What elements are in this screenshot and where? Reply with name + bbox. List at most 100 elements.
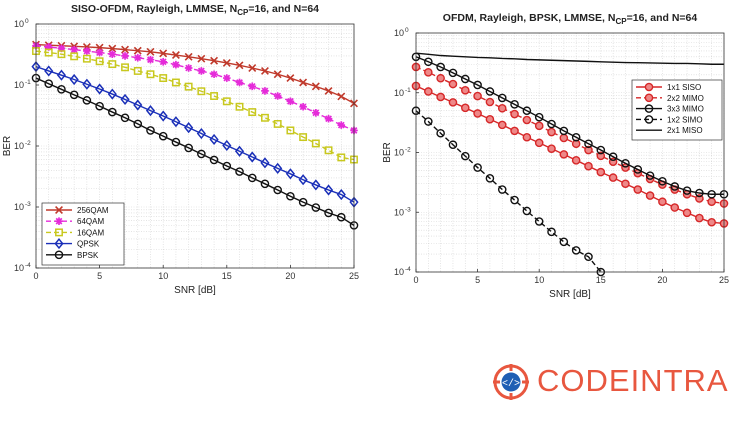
- data-point: [146, 70, 155, 79]
- data-point: [596, 145, 606, 155]
- data-point: [312, 109, 320, 117]
- series-line: [415, 56, 724, 195]
- data-point: [510, 100, 519, 109]
- y-tick-label: 10: [394, 207, 404, 217]
- data-point: [184, 64, 193, 72]
- data-point: [670, 203, 680, 212]
- data-point: [261, 113, 269, 122]
- data-point: [184, 82, 193, 91]
- series-line: [415, 110, 602, 273]
- data-point: [497, 120, 507, 130]
- code-target-icon: </>: [493, 364, 529, 400]
- data-point: [424, 67, 433, 77]
- data-point: [82, 96, 92, 105]
- data-point: [235, 78, 244, 87]
- data-point: [273, 92, 282, 100]
- data-point: [510, 109, 519, 119]
- data-point: [172, 60, 180, 69]
- data-point: [670, 182, 680, 191]
- data-point: [235, 102, 244, 111]
- legend-label: 1x2 SIMO: [667, 115, 703, 124]
- legend-label: 256QAM: [77, 206, 109, 215]
- data-point: [522, 206, 532, 216]
- data-point: [133, 66, 142, 75]
- data-point: [436, 128, 445, 138]
- data-point: [584, 145, 593, 155]
- data-point: [210, 70, 218, 79]
- y-axis-label: BER: [382, 142, 393, 163]
- data-point: [448, 98, 458, 107]
- data-point: [209, 133, 219, 146]
- data-point: [460, 151, 470, 161]
- y-tick-exponent: -2: [405, 147, 411, 154]
- data-point: [196, 127, 206, 140]
- data-point: [184, 143, 193, 153]
- data-point: [158, 110, 168, 122]
- x-tick-label: 20: [657, 275, 667, 285]
- x-tick-label: 10: [534, 275, 544, 285]
- data-point: [222, 139, 232, 152]
- y-tick-label: 10: [14, 141, 24, 151]
- data-point: [547, 227, 556, 237]
- data-point: [485, 97, 495, 107]
- data-point: [133, 99, 143, 111]
- data-point: [658, 197, 667, 207]
- data-point: [485, 173, 495, 183]
- data-point: [559, 150, 569, 159]
- series-line: [35, 77, 355, 226]
- data-point: [95, 101, 104, 111]
- data-point: [108, 107, 117, 117]
- data-point: [146, 126, 155, 135]
- data-point: [286, 97, 295, 106]
- data-point: [584, 252, 593, 262]
- y-tick-label: 10: [394, 88, 404, 98]
- data-point: [273, 162, 283, 174]
- data-point: [534, 138, 544, 148]
- legend-label: 2x1 MISO: [667, 126, 703, 135]
- data-point: [522, 106, 532, 116]
- x-tick-label: 0: [413, 275, 418, 285]
- data-point: [324, 114, 333, 123]
- data-point: [171, 78, 180, 87]
- data-point: [55, 206, 63, 214]
- data-point: [286, 126, 295, 135]
- data-point: [436, 73, 445, 83]
- data-point: [707, 217, 716, 227]
- data-point: [146, 55, 155, 64]
- data-point: [260, 179, 270, 189]
- x-tick-label: 0: [33, 271, 38, 281]
- plot-area: [416, 33, 724, 272]
- data-point: [299, 102, 307, 111]
- data-point: [159, 49, 168, 58]
- data-point: [534, 112, 544, 122]
- x-tick-label: 15: [596, 275, 606, 285]
- codeintra-logo: </> CODEINTRA: [493, 362, 733, 402]
- data-point: [497, 93, 507, 103]
- legend-label: QPSK: [77, 240, 100, 249]
- data-point: [273, 70, 282, 79]
- data-point: [55, 217, 63, 225]
- data-point: [121, 45, 130, 54]
- data-point: [473, 163, 482, 172]
- data-point: [460, 74, 470, 84]
- data-point: [497, 185, 507, 194]
- data-point: [171, 137, 181, 147]
- y-tick-exponent: 0: [25, 18, 29, 25]
- data-point: [133, 46, 142, 55]
- data-point: [645, 171, 655, 180]
- y-tick-exponent: 0: [405, 27, 409, 34]
- data-point: [69, 90, 79, 100]
- data-point: [510, 126, 519, 136]
- data-point: [261, 87, 269, 95]
- data-point: [608, 173, 618, 182]
- data-point: [644, 115, 654, 124]
- data-point: [121, 52, 129, 60]
- data-point: [44, 43, 53, 51]
- legend-label: 3x3 MIMO: [667, 105, 704, 114]
- data-point: [133, 119, 143, 129]
- data-point: [324, 86, 333, 95]
- data-point: [69, 73, 79, 86]
- data-point: [108, 50, 117, 58]
- y-tick-exponent: -4: [25, 262, 31, 269]
- data-point: [54, 238, 64, 250]
